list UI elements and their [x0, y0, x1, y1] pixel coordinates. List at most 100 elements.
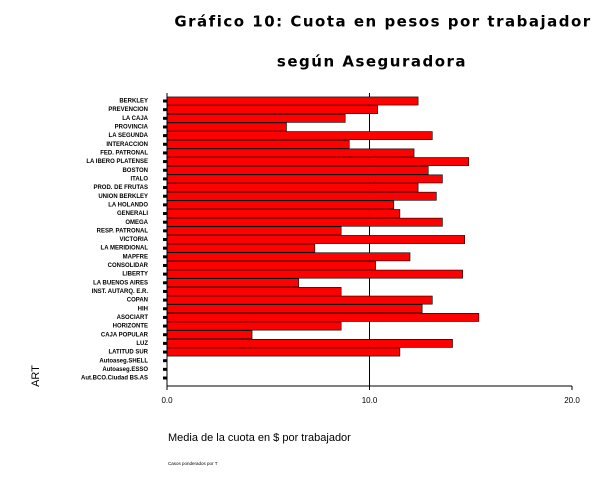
bar [166, 191, 437, 201]
y-tick-label: INTERACCION [106, 142, 148, 148]
y-axis-label: ART [30, 365, 42, 387]
y-tick-label: FED. PATRONAL [100, 151, 148, 157]
bar [166, 183, 419, 192]
bar [166, 252, 411, 262]
bar [166, 330, 253, 340]
y-tick-label: Autoaseg.SHELL [99, 358, 148, 364]
y-tick [163, 246, 167, 250]
y-tick [163, 168, 167, 172]
bar [166, 105, 378, 115]
y-tick [163, 263, 167, 267]
y-tick [163, 315, 167, 319]
y-tick-label: INST. AUTARQ. E.R. [92, 289, 149, 295]
footnote: Casos ponderados por T [168, 461, 218, 466]
y-tick-label: MAPFRE [123, 254, 148, 260]
y-tick [163, 134, 167, 138]
y-tick-label: OMEGA [125, 220, 148, 226]
x-tick-label: 20.0 [564, 396, 580, 405]
bar [166, 113, 346, 123]
y-tick-label: RESP. PATRONAL [97, 228, 149, 234]
y-tick [163, 203, 167, 207]
bar [166, 321, 342, 331]
y-tick-label: LA CAJA [122, 116, 148, 122]
y-tick-label: COPAN [127, 298, 148, 304]
y-tick [163, 324, 167, 328]
y-tick-label: Aut.BCO.Ciudad BS.AS [81, 376, 148, 382]
y-tick-label: LATITUD SUR [108, 350, 148, 356]
y-tick [163, 220, 167, 224]
y-tick [163, 272, 167, 276]
y-tick-label: LA SEGUNDA [109, 133, 149, 139]
bar [166, 209, 401, 218]
x-axis-label: Media de la cuota en $ por trabajador [168, 432, 351, 444]
y-tick [163, 333, 167, 337]
y-tick-label: ASOCIART [117, 315, 149, 321]
bar [166, 295, 433, 305]
y-tick [163, 307, 167, 311]
bar [166, 269, 463, 279]
y-tick-label: BERKLEY [119, 99, 148, 105]
bar [166, 339, 453, 348]
y-tick-label: PROD. DE FRUTAS [93, 185, 148, 191]
chart-title: Gráfico 10: Cuota en pesos por trabajado… [174, 13, 591, 31]
y-tick-label: LA BUENOS AIRES [93, 280, 148, 286]
bar [166, 96, 419, 106]
y-tick [163, 186, 167, 190]
bar [166, 261, 376, 270]
y-tick [163, 151, 167, 155]
bar [166, 165, 429, 175]
y-tick-label: VICTORIA [119, 237, 148, 243]
y-tick-label: LA MERIDIONAL [101, 246, 149, 252]
bar [166, 200, 395, 210]
bar [166, 347, 401, 357]
y-tick [163, 108, 167, 112]
y-tick-label: PREVENCION [108, 107, 148, 113]
y-tick [163, 376, 167, 380]
y-tick [163, 229, 167, 233]
y-tick-label: BOSTON [122, 168, 148, 174]
y-tick [163, 238, 167, 241]
y-tick [163, 341, 167, 345]
y-tick-label: ITALO [130, 176, 148, 182]
bar [166, 313, 480, 322]
y-tick [163, 281, 167, 285]
bar [166, 243, 316, 253]
y-tick-label: LA HOLANDO [108, 202, 148, 208]
y-tick [163, 255, 167, 259]
bar [166, 287, 342, 296]
bar [166, 148, 415, 158]
bar [166, 131, 433, 140]
y-tick-label: HORIZONTE [113, 324, 148, 330]
y-tick [163, 367, 167, 371]
x-tick-label: 10.0 [362, 396, 378, 405]
y-tick-label: LA IBERO PLATENSE [86, 159, 148, 165]
y-tick [163, 160, 167, 164]
bar [166, 235, 465, 244]
x-tick-label: 0.0 [161, 396, 173, 405]
y-tick-label: GENERALI [117, 211, 148, 217]
y-tick-label: PROVINCIA [115, 125, 149, 131]
y-tick [163, 350, 167, 354]
bar [166, 174, 443, 184]
y-tick [163, 116, 167, 120]
bar [166, 122, 287, 132]
bar [166, 157, 470, 166]
bar [166, 217, 443, 227]
bar [166, 226, 342, 236]
bar [166, 304, 423, 314]
y-tick [163, 142, 167, 146]
y-tick-label: UNION BERKLEY [98, 194, 148, 200]
bar [166, 139, 350, 149]
y-tick [163, 359, 167, 363]
y-tick [163, 212, 167, 216]
y-tick [163, 99, 167, 103]
chart-subtitle: según Aseguradora [277, 53, 467, 71]
y-tick [163, 125, 167, 129]
y-tick-label: Autoaseg.ESSO [102, 367, 148, 373]
y-tick [163, 298, 167, 302]
y-tick [163, 194, 167, 198]
bar [166, 278, 299, 288]
y-tick-label: CAJA POPULAR [101, 332, 149, 338]
y-tick-label: LUZ [136, 341, 148, 347]
